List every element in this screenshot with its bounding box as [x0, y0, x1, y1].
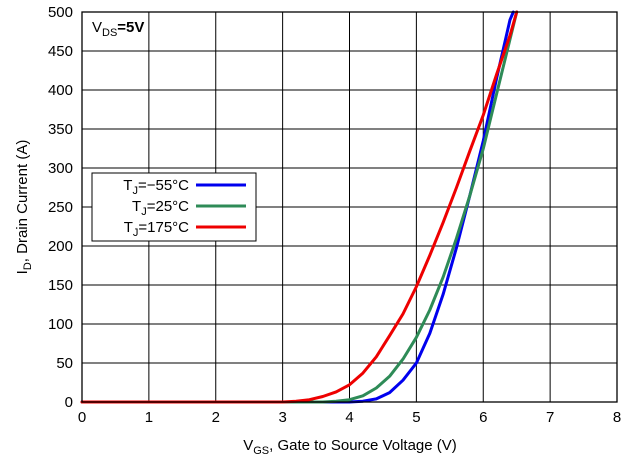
vds-annotation-sub: DS [102, 27, 117, 39]
y-tick-label: 200 [48, 238, 73, 255]
series-line-1 [80, 10, 519, 404]
y-tick-label: 150 [48, 277, 73, 294]
vds-annotation-rest: =5V [117, 19, 144, 36]
legend: TJ=−55°C TJ=25°C TJ=175°C [91, 172, 257, 242]
y-tick-label: 250 [48, 199, 73, 216]
x-tick-label: 7 [546, 409, 554, 426]
vds-annotation-main: V [92, 19, 102, 36]
legend-label-0: TJ=−55°C [123, 177, 189, 197]
x-tick-label: 5 [412, 409, 420, 426]
x-tick-label: 2 [212, 409, 220, 426]
x-tick-label: 8 [613, 409, 621, 426]
x-tick-label: 6 [479, 409, 487, 426]
x-tick-label: 4 [345, 409, 353, 426]
y-tick-label: 450 [48, 43, 73, 60]
series-line-2 [80, 10, 519, 404]
y-axis-title: ID, Drain Current (A) [14, 140, 34, 275]
x-tick-label: 1 [145, 409, 153, 426]
y-tick-label: 350 [48, 121, 73, 138]
y-tick-label: 0 [65, 394, 73, 411]
plot-frame [81, 11, 618, 403]
x-tick-label: 3 [278, 409, 286, 426]
y-tick-label: 400 [48, 82, 73, 99]
x-tick-label: 0 [78, 409, 86, 426]
y-tick-label: 500 [48, 4, 73, 21]
legend-label-1: TJ=25°C [132, 198, 189, 218]
legend-label-2: TJ=175°C [124, 219, 189, 239]
y-tick-label: 300 [48, 160, 73, 177]
tick-layer: 0 1 2 3 4 5 6 7 8 0 50 100 150 200 250 300 350 400 450 500 [48, 4, 621, 426]
y-tick-label: 100 [48, 316, 73, 333]
x-axis-title: VGS, Gate to Source Voltage (V) [243, 437, 457, 457]
vds-annotation: VDS=5V [92, 19, 144, 39]
y-tick-label: 50 [56, 355, 73, 372]
